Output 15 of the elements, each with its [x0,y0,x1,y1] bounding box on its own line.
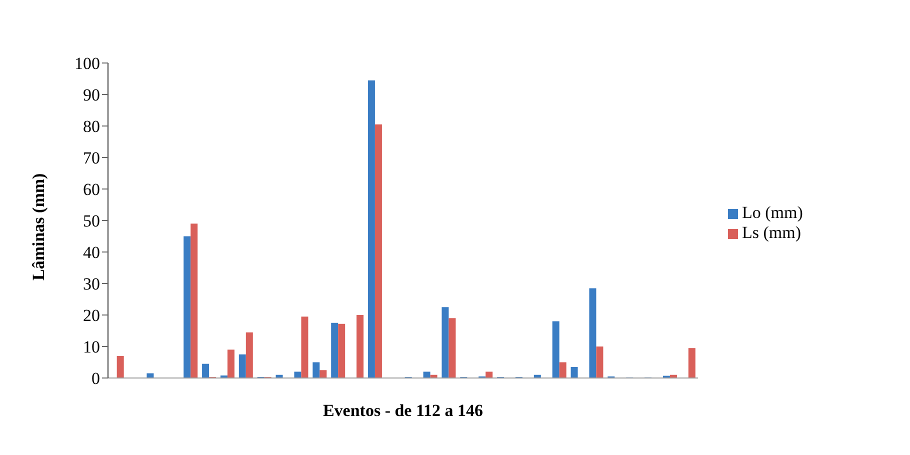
y-tick-label: 30 [83,274,100,294]
y-tick-label: 60 [83,180,100,200]
y-axis-title: Lâminas (mm) [29,173,48,280]
y-tick-label: 50 [83,212,100,231]
y-tick-label: 100 [74,54,100,74]
legend-label: Ls (mm) [742,223,802,242]
legend-label: Lo (mm) [742,203,803,222]
y-tick-label: 40 [83,243,100,262]
y-tick-label: 80 [83,117,100,136]
x-axis-title: Eventos - de 112 a 146 [322,401,484,420]
y-tick-label: 90 [83,86,100,105]
y-tick-label: 10 [83,338,100,357]
y-tick-label: 0 [92,369,100,388]
y-tick-label: 70 [83,148,100,168]
y-tick-label: 20 [83,306,100,326]
